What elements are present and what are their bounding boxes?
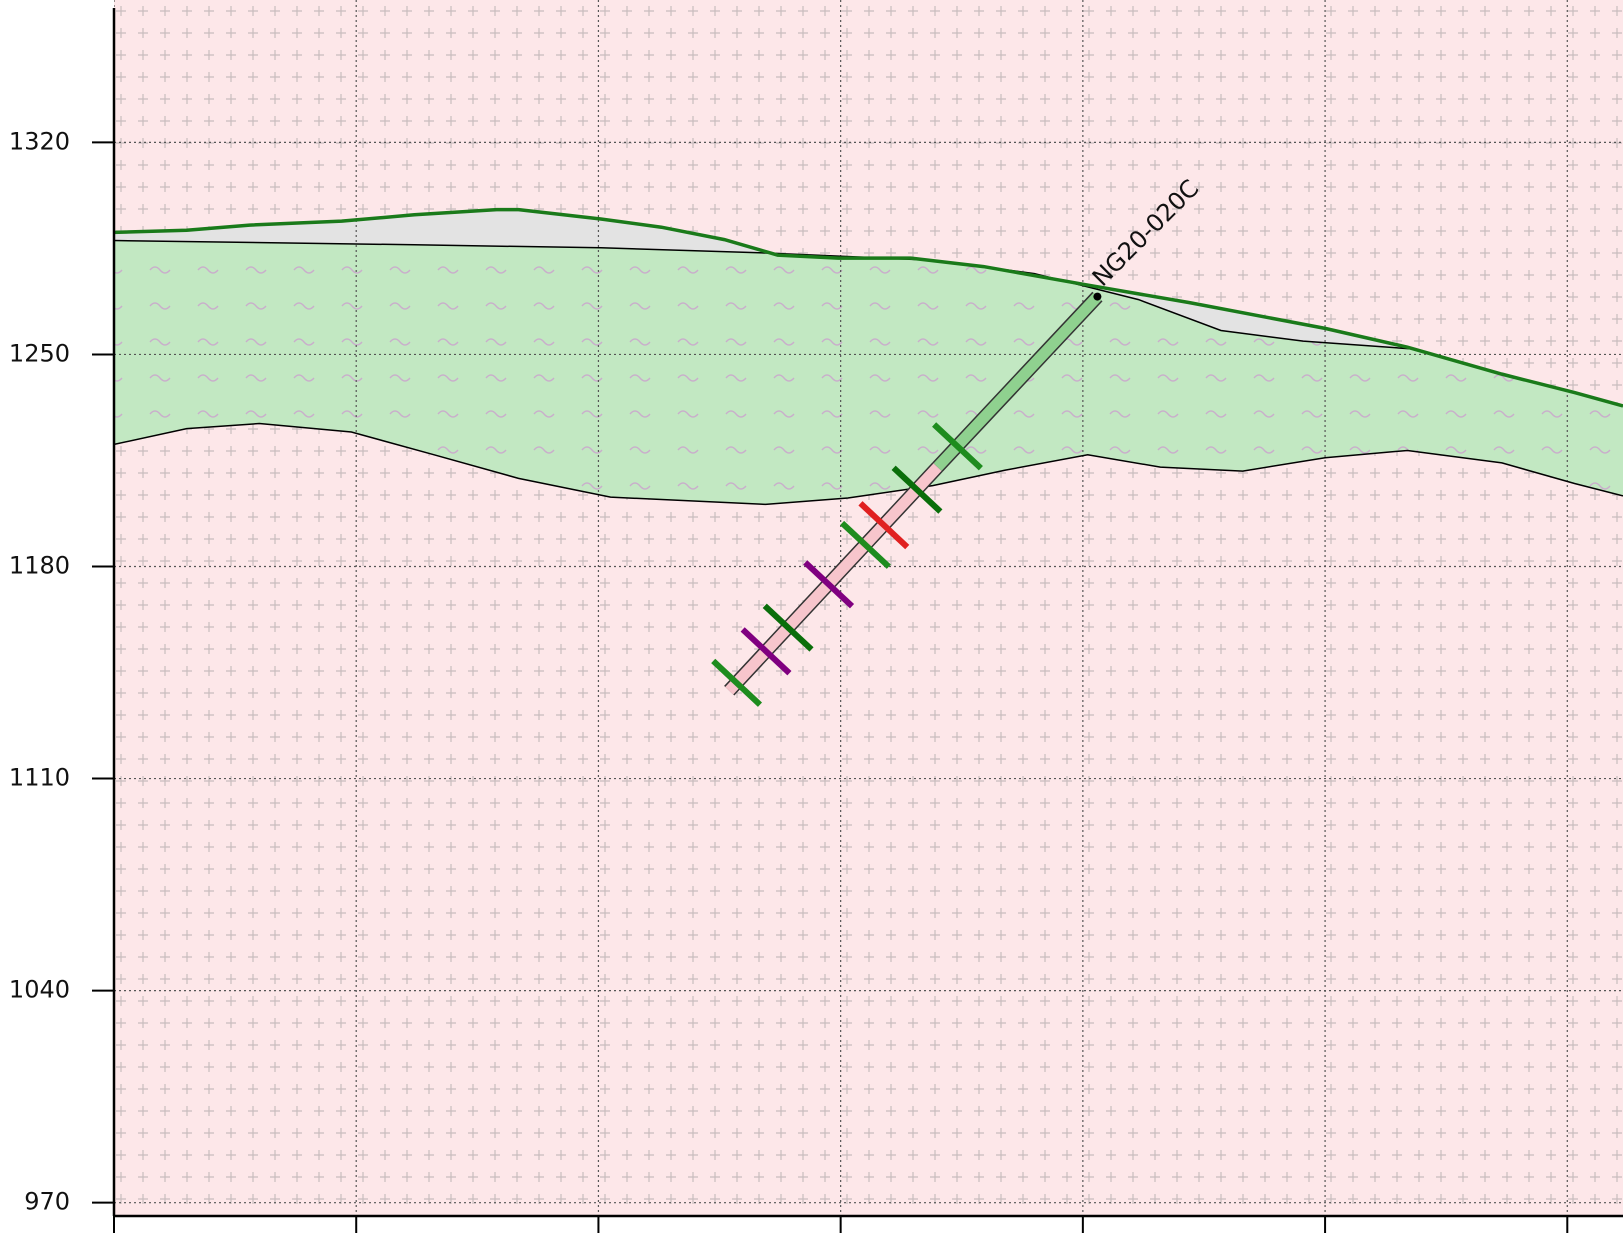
interval-mark bbox=[858, 501, 910, 550]
axes: 970 1040 1110 1180 1250 1320 bbox=[9, 8, 1623, 1233]
unit-fill bbox=[114, 209, 1623, 406]
interval-mark bbox=[891, 465, 943, 514]
y-tick-label: 1250 bbox=[9, 339, 70, 367]
interval-mark bbox=[762, 603, 814, 652]
interval-mark bbox=[711, 658, 763, 707]
collar-point bbox=[1093, 292, 1102, 301]
surface-line bbox=[114, 207, 1623, 408]
unit-pattern bbox=[114, 209, 1623, 505]
hole-segment bbox=[933, 292, 1102, 471]
y-tick-label: 1110 bbox=[9, 764, 70, 792]
hole-segment bbox=[725, 463, 942, 695]
interval-mark bbox=[840, 520, 891, 569]
interval-mark bbox=[803, 560, 855, 609]
y-tick-label: 970 bbox=[24, 1188, 70, 1216]
plot-area: NG20-020C bbox=[114, 0, 1623, 1216]
y-tick-label: 1320 bbox=[9, 127, 70, 155]
y-tick-label: 1040 bbox=[9, 976, 70, 1004]
surface-line bbox=[114, 422, 1623, 506]
y-tick-label: 1180 bbox=[9, 551, 70, 579]
background-pattern bbox=[114, 0, 1623, 1216]
interval-mark bbox=[740, 627, 792, 676]
interval-mark bbox=[932, 422, 983, 471]
